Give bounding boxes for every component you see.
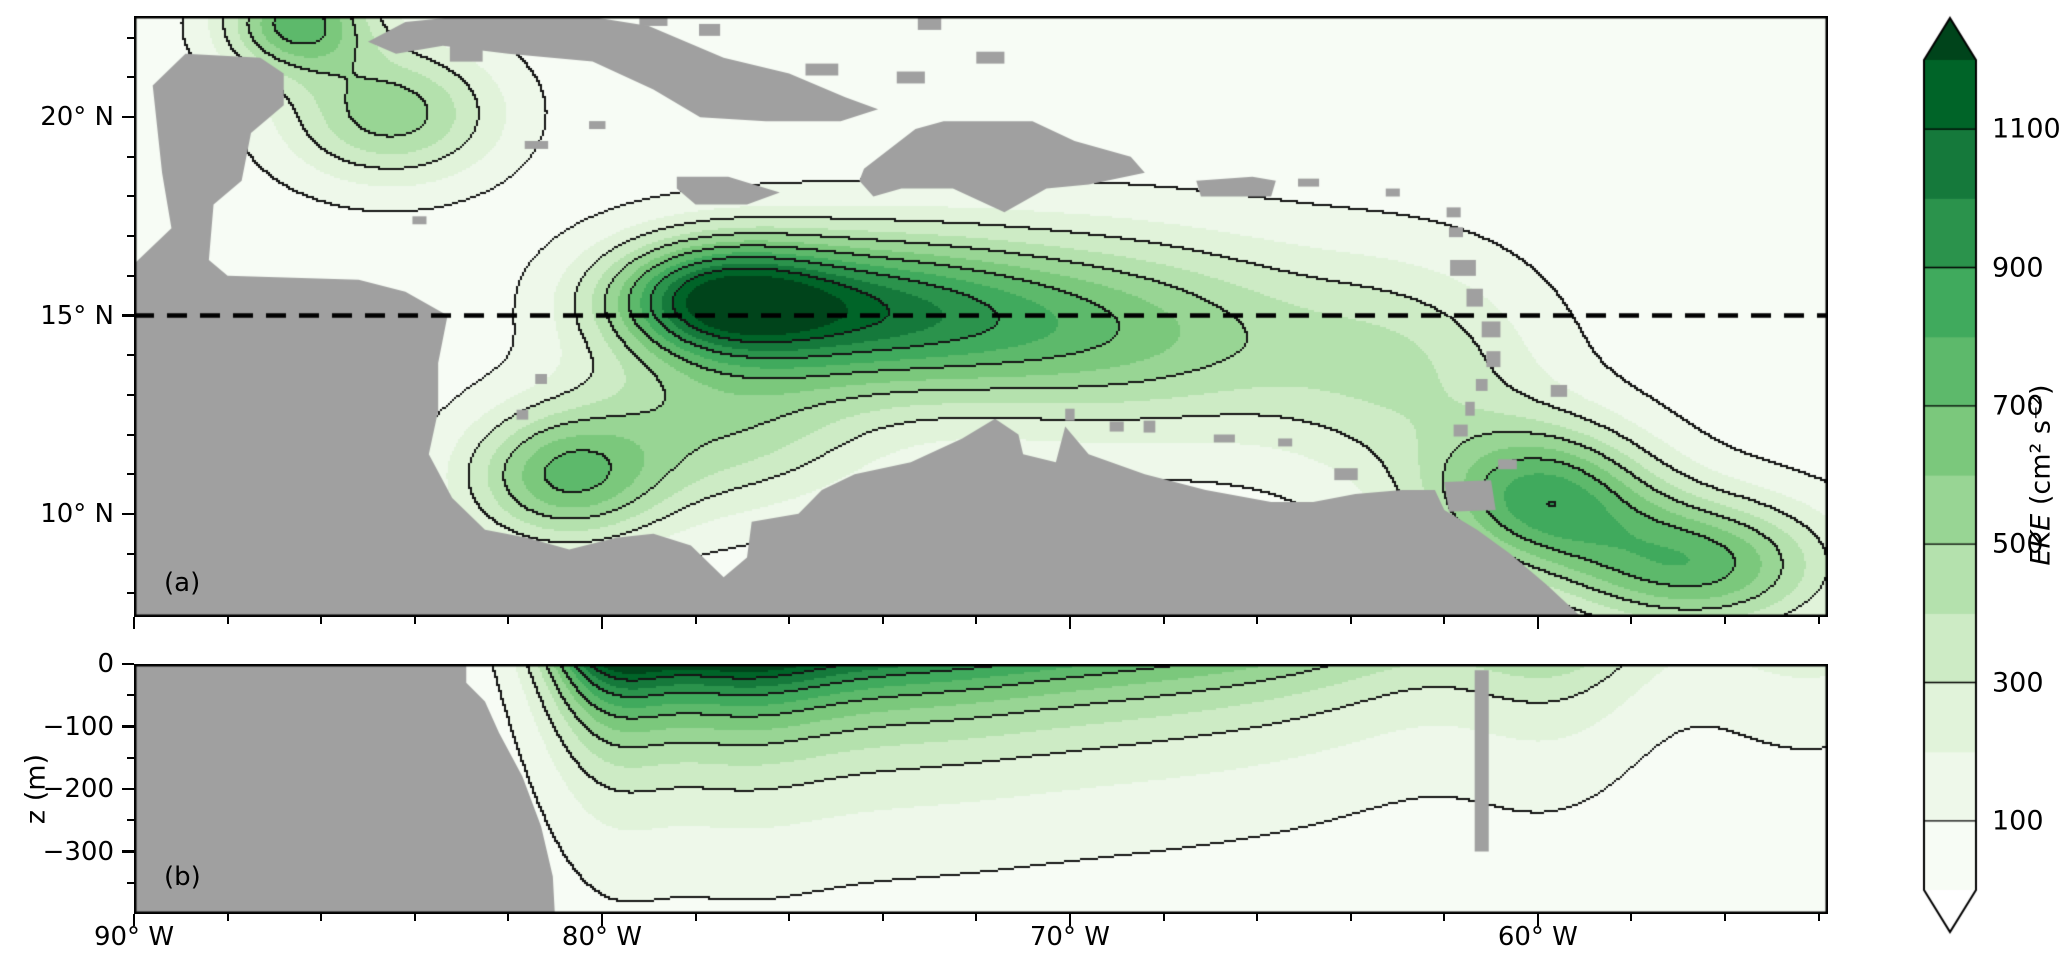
x-tick-label: 70° W	[1029, 922, 1110, 952]
colorbar-tick-label: 700	[1992, 390, 2044, 422]
axis-tick	[1162, 914, 1165, 921]
axis-tick	[975, 617, 978, 624]
axis-tick	[122, 850, 134, 853]
axis-tick	[1536, 617, 1540, 629]
axis-tick	[881, 617, 884, 624]
colorbar-tick-label: 300	[1992, 667, 2044, 698]
axis-tick	[127, 354, 134, 357]
axis-tick	[1536, 914, 1540, 926]
colorbar-tick-label: 900	[1992, 252, 2044, 283]
axis-tick	[1443, 617, 1446, 624]
y-tick-label: 20° N	[40, 102, 114, 133]
axis-tick	[122, 662, 134, 666]
colorbar-tick-label: 500	[1992, 528, 2044, 560]
axis-tick	[1630, 617, 1633, 624]
axis-tick	[122, 787, 134, 791]
axis-tick	[1162, 617, 1165, 624]
axis-tick	[507, 617, 510, 624]
axis-tick	[127, 756, 134, 759]
axis-tick	[127, 393, 134, 396]
axis-tick	[127, 155, 134, 158]
colorbar-tick-label: 100	[1992, 805, 2044, 837]
axis-tick	[413, 914, 416, 921]
x-tick-label: 90° W	[93, 922, 175, 952]
axis-tick	[127, 195, 134, 198]
x-tick-label: 60° W	[1497, 922, 1578, 952]
axis-tick	[127, 235, 134, 238]
axis-tick	[1256, 914, 1259, 921]
axis-tick	[788, 914, 791, 921]
axis-tick	[1256, 617, 1259, 624]
z-tick-label: −300	[42, 836, 114, 867]
axis-tick	[1349, 617, 1352, 624]
panel-a-label: (a)	[164, 568, 201, 598]
axis-tick	[132, 914, 136, 926]
axis-tick	[127, 274, 134, 277]
colorbar-canvas	[1909, 10, 2039, 950]
axis-tick	[1817, 914, 1820, 921]
axis-tick	[127, 881, 134, 884]
axis-tick	[320, 617, 323, 624]
z-tick-label: −100	[42, 711, 114, 742]
axis-tick	[1724, 914, 1727, 921]
panel-b-label: (b)	[164, 862, 201, 892]
axis-tick	[1443, 914, 1446, 921]
x-tick-label: 80° W	[561, 922, 642, 952]
axis-tick	[600, 617, 604, 629]
axis-tick	[507, 914, 510, 921]
axis-tick	[127, 552, 134, 555]
axis-tick	[1068, 914, 1072, 926]
axis-tick	[127, 694, 134, 697]
y-tick-label: 15° N	[40, 300, 114, 331]
axis-tick	[122, 314, 134, 317]
axis-tick	[413, 617, 416, 624]
axis-tick	[226, 914, 229, 921]
axis-tick	[694, 617, 697, 624]
axis-tick	[127, 36, 134, 39]
axis-tick	[1349, 914, 1352, 921]
axis-tick	[127, 819, 134, 822]
axis-tick	[132, 617, 136, 629]
axis-tick	[320, 914, 323, 921]
axis-tick	[122, 512, 134, 516]
axis-tick	[1724, 617, 1727, 624]
colorbar-tick-label: 1100	[1992, 113, 2061, 145]
axis-tick	[975, 914, 978, 921]
axis-tick	[1630, 914, 1633, 921]
axis-tick	[1068, 617, 1072, 629]
axis-tick	[226, 617, 229, 624]
y-tick-label: 10° N	[40, 498, 114, 529]
panel-b-section-canvas	[134, 664, 1828, 914]
axis-tick	[127, 76, 134, 79]
axis-tick	[127, 433, 134, 436]
axis-tick	[788, 617, 791, 624]
z-tick-label: 0	[97, 649, 114, 679]
z-tick-label: −200	[42, 774, 114, 804]
axis-tick	[694, 914, 697, 921]
axis-tick	[127, 473, 134, 476]
axis-tick	[1817, 617, 1820, 624]
axis-tick	[881, 914, 884, 921]
axis-tick	[600, 914, 604, 926]
panel-a-map-canvas	[134, 16, 1828, 617]
axis-tick	[122, 725, 134, 728]
axis-tick	[127, 592, 134, 595]
axis-tick	[122, 115, 134, 119]
